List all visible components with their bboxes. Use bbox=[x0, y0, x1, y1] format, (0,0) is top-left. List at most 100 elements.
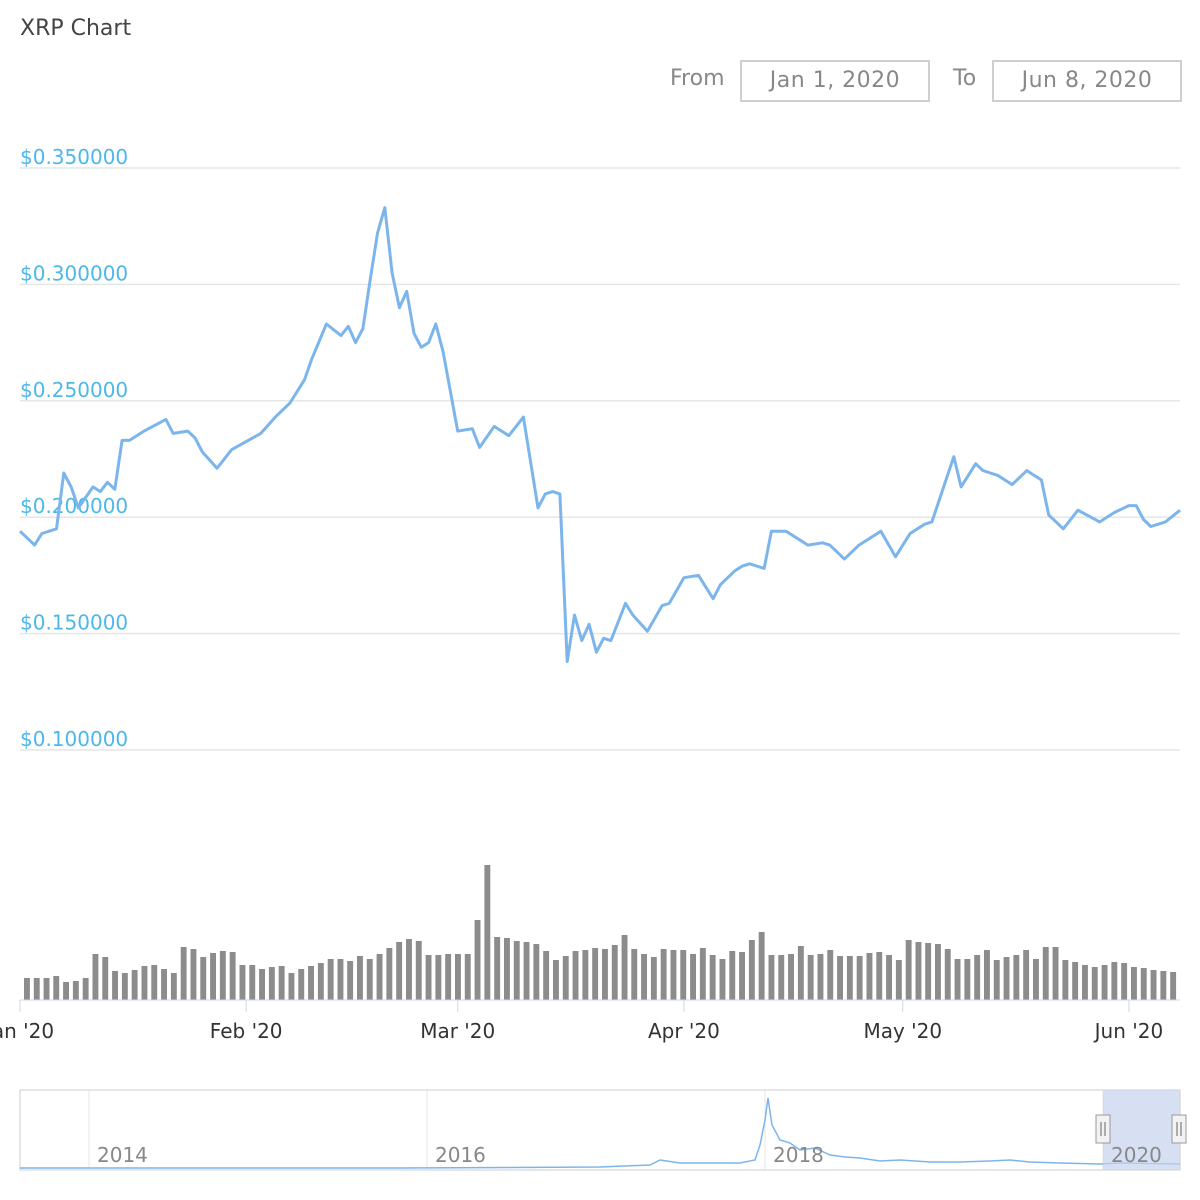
volume-bar bbox=[729, 951, 736, 1000]
navigator-selection[interactable] bbox=[1103, 1090, 1180, 1170]
from-label: From bbox=[670, 66, 725, 91]
volume-bar bbox=[504, 938, 510, 1000]
navigator-left-handle[interactable] bbox=[1095, 1114, 1111, 1144]
volume-bar bbox=[1003, 957, 1010, 1000]
volume-bar bbox=[1131, 967, 1137, 1000]
volume-bar bbox=[621, 935, 628, 1000]
volume-bar bbox=[161, 969, 167, 1000]
volume-bar bbox=[180, 947, 187, 1000]
volume-bar bbox=[268, 967, 275, 1000]
volume-bar bbox=[837, 956, 843, 1000]
volume-bar bbox=[415, 941, 422, 1000]
y-tick-label: $0.300000 bbox=[20, 261, 128, 285]
volume-bar bbox=[582, 950, 589, 1000]
volume-bar bbox=[748, 940, 755, 1000]
volume-bar bbox=[944, 949, 951, 1000]
x-tick-label: Mar '20 bbox=[420, 1019, 495, 1043]
volume-bar bbox=[337, 959, 344, 1000]
volume-bar bbox=[278, 966, 285, 1000]
volume-bar bbox=[1160, 971, 1167, 1000]
volume-bar bbox=[876, 952, 883, 1000]
volume-bar bbox=[484, 865, 491, 1000]
navigator-label-2016: 2016 bbox=[435, 1143, 486, 1167]
volume-bar bbox=[33, 978, 40, 1000]
volume-bar bbox=[406, 939, 412, 1000]
volume-bar bbox=[24, 978, 30, 1000]
volume-bar bbox=[357, 956, 363, 1000]
volume-bar bbox=[210, 953, 216, 1000]
volume-bar bbox=[92, 954, 99, 1000]
volume-bar bbox=[935, 944, 941, 1000]
volume-bar bbox=[543, 951, 550, 1000]
volume-bar bbox=[778, 955, 785, 1000]
volume-bar bbox=[347, 961, 354, 1000]
volume-bar bbox=[709, 955, 716, 1000]
to-date-input[interactable]: Jun 8, 2020 bbox=[992, 60, 1182, 102]
volume-bar bbox=[63, 982, 69, 1000]
volume-bar bbox=[102, 957, 109, 1000]
volume-bar bbox=[768, 955, 775, 1000]
navigator-label-2014: 2014 bbox=[97, 1143, 148, 1167]
volume-bar bbox=[925, 943, 932, 1000]
navigator-frame bbox=[19, 1089, 1181, 1171]
navigator[interactable]: 2014 2016 2018 2020 bbox=[19, 1089, 1187, 1171]
volume-bar bbox=[229, 952, 236, 1000]
x-axis: Jan '20 Feb '20 Mar '20 Apr '20 May '20 Jun '… bbox=[0, 1000, 1163, 1043]
volume-bar bbox=[474, 920, 481, 1000]
volume-bar bbox=[445, 954, 452, 1000]
volume-bar bbox=[121, 973, 128, 1000]
volume-bar bbox=[680, 950, 687, 1000]
volume-bar bbox=[513, 941, 520, 1000]
volume-bar bbox=[1170, 972, 1177, 1000]
volume-bar bbox=[131, 970, 138, 1000]
volume-bar bbox=[533, 944, 540, 1000]
volume-bar bbox=[866, 953, 873, 1000]
volume-bar bbox=[219, 951, 226, 1000]
volume-bar bbox=[886, 955, 892, 1000]
navigator-label-2018: 2018 bbox=[773, 1143, 824, 1167]
volume-bar bbox=[523, 942, 530, 1000]
volume-bar bbox=[298, 969, 305, 1000]
volume-bar bbox=[200, 957, 207, 1000]
volume-bar bbox=[846, 956, 853, 1000]
volume-bar bbox=[817, 954, 824, 1000]
to-label: To bbox=[953, 66, 977, 91]
volume-bar bbox=[141, 966, 148, 1000]
volume-bar bbox=[1111, 962, 1118, 1000]
volume-bar bbox=[650, 957, 657, 1000]
volume-bar bbox=[572, 951, 579, 1000]
volume-bar bbox=[1023, 950, 1030, 1000]
chart-title: XRP Chart bbox=[20, 16, 132, 41]
volume-bar bbox=[895, 960, 902, 1000]
volume-bar bbox=[993, 960, 1000, 1000]
volume-bar bbox=[112, 971, 118, 1000]
volume-bar bbox=[974, 955, 981, 1000]
volume-bar bbox=[1121, 963, 1128, 1000]
volume-bar bbox=[905, 940, 912, 1000]
volume-bar bbox=[455, 954, 461, 1000]
volume-bar bbox=[259, 969, 265, 1000]
y-tick-label: $0.350000 bbox=[20, 145, 128, 169]
volume-bar bbox=[758, 932, 765, 1000]
volume-bar bbox=[739, 952, 745, 1000]
volume-bar bbox=[1091, 967, 1098, 1000]
volume-bar bbox=[1052, 947, 1059, 1000]
x-tick-label: Feb '20 bbox=[210, 1019, 283, 1043]
volume-bar bbox=[1082, 965, 1088, 1000]
volume-bar bbox=[170, 973, 177, 1000]
volume-bar bbox=[435, 955, 442, 1000]
volume-bar bbox=[719, 959, 726, 1000]
volume-bar bbox=[249, 965, 256, 1000]
y-tick-label: $0.250000 bbox=[20, 378, 128, 402]
grid-lines bbox=[20, 167, 1180, 751]
navigator-label-2020: 2020 bbox=[1111, 1143, 1162, 1167]
volume-bar bbox=[641, 954, 647, 1000]
volume-bar bbox=[788, 954, 794, 1000]
from-date-input[interactable]: Jan 1, 2020 bbox=[740, 60, 930, 102]
navigator-series bbox=[20, 1097, 1181, 1169]
navigator-right-handle[interactable] bbox=[1171, 1114, 1187, 1144]
volume-bar bbox=[827, 950, 834, 1000]
volume-bar bbox=[1150, 970, 1157, 1000]
volume-bar bbox=[954, 959, 961, 1000]
volume-bar bbox=[1033, 959, 1039, 1000]
